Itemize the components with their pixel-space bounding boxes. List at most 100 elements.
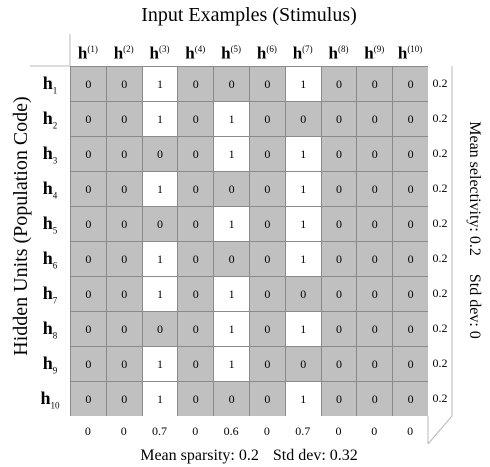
row-header-symbol: h [43, 73, 53, 93]
matrix-cell: 0 [392, 346, 428, 381]
column-header-symbol: h [78, 44, 87, 63]
matrix-cell: 0 [70, 276, 106, 311]
matrix-cell: 0 [177, 381, 213, 416]
matrix-cell: 0 [392, 276, 428, 311]
column-header-symbol: h [221, 44, 230, 63]
column-header-symbol: h [398, 44, 407, 63]
row-selectivity-value: 0.2 [428, 276, 452, 311]
row-header-symbol: h [43, 178, 53, 198]
column-sparsity-value: 0 [356, 418, 392, 444]
column-header: h(7) [285, 34, 321, 66]
matrix-cell: 0 [106, 241, 142, 276]
column-header-index: (4) [195, 44, 206, 54]
row-header: h4 [30, 171, 70, 206]
column-sparsity-value: 0 [249, 418, 285, 444]
matrix-cell: 0 [392, 171, 428, 206]
column-sparsity-value: 0 [70, 418, 106, 444]
matrix-cell: 1 [213, 101, 249, 136]
matrix-cell: 0 [356, 66, 392, 101]
matrix-cell: 0 [285, 101, 321, 136]
matrix-cell: 1 [142, 241, 178, 276]
row-header-index: 8 [53, 331, 58, 341]
column-header-index: (7) [302, 44, 313, 54]
row-header: h5 [30, 206, 70, 241]
matrix-cell: 0 [321, 101, 357, 136]
column-header-symbol: h [293, 44, 302, 63]
matrix-cell: 0 [392, 136, 428, 171]
row-header-index: 10 [51, 401, 60, 411]
matrix-cell: 1 [213, 206, 249, 241]
row-selectivity-value: 0.2 [428, 346, 452, 381]
matrix-cell: 1 [285, 311, 321, 346]
matrix-cell: 0 [392, 101, 428, 136]
matrix-cell: 0 [356, 346, 392, 381]
matrix-cell: 0 [177, 311, 213, 346]
matrix-cell: 0 [106, 66, 142, 101]
matrix-cell: 0 [70, 206, 106, 241]
matrix-cell: 0 [356, 276, 392, 311]
matrix-cell: 0 [249, 276, 285, 311]
matrix-cell: 0 [177, 206, 213, 241]
matrix-cell: 0 [70, 136, 106, 171]
matrix-cell: 0 [285, 276, 321, 311]
column-header: h(8) [321, 34, 357, 66]
row-header-index: 2 [53, 121, 58, 131]
row-selectivity-value: 0.2 [428, 381, 452, 416]
column-header-index: (1) [87, 44, 98, 54]
matrix-cell: 0 [356, 206, 392, 241]
row-header-index: 4 [53, 191, 58, 201]
matrix-cell: 0 [70, 171, 106, 206]
matrix-cell: 0 [249, 101, 285, 136]
matrix-cell: 0 [106, 276, 142, 311]
matrix-cell: 0 [142, 206, 178, 241]
column-header-symbol: h [364, 44, 373, 63]
matrix-cell: 0 [321, 346, 357, 381]
row-header: h3 [30, 136, 70, 171]
matrix-cell: 0 [321, 381, 357, 416]
matrix-cell: 1 [213, 346, 249, 381]
column-header-index: (3) [159, 44, 170, 54]
column-header-symbol: h [114, 44, 123, 63]
matrix-cell: 1 [285, 136, 321, 171]
column-header: h(1) [70, 34, 106, 66]
column-header-index: (2) [123, 44, 134, 54]
matrix-cell: 0 [249, 241, 285, 276]
matrix-cell: 0 [106, 381, 142, 416]
matrix-cell: 1 [285, 66, 321, 101]
matrix-cell: 0 [249, 171, 285, 206]
column-sparsity-value: 0 [106, 418, 142, 444]
row-header-symbol: h [43, 353, 53, 373]
column-header-symbol: h [329, 44, 338, 63]
row-header-symbol: h [40, 388, 50, 408]
column-sparsity-value: 0 [177, 418, 213, 444]
matrix-cell: 1 [142, 381, 178, 416]
matrix-cell: 0 [249, 346, 285, 381]
matrix-cell: 1 [142, 171, 178, 206]
row-header: h1 [30, 66, 70, 101]
row-header-index: 7 [53, 296, 58, 306]
column-header: h(10) [392, 34, 428, 66]
column-header-index: (10) [407, 44, 422, 54]
matrix-cell: 0 [70, 101, 106, 136]
matrix-cell: 0 [177, 241, 213, 276]
row-selectivity-value: 0.2 [428, 311, 452, 346]
matrix-cell: 0 [356, 171, 392, 206]
row-header-index: 1 [53, 86, 58, 96]
matrix-cell: 1 [285, 381, 321, 416]
row-header-symbol: h [43, 108, 53, 128]
column-header-index: (9) [374, 44, 385, 54]
matrix-cell: 0 [106, 206, 142, 241]
matrix-cell: 0 [70, 241, 106, 276]
matrix-cell: 0 [356, 136, 392, 171]
matrix-cell: 1 [142, 346, 178, 381]
matrix-cell: 0 [70, 311, 106, 346]
matrix-cell: 0 [392, 241, 428, 276]
column-header-index: (8) [338, 44, 349, 54]
matrix-cell: 0 [106, 136, 142, 171]
row-selectivity-value: 0.2 [428, 206, 452, 241]
matrix-cell: 0 [70, 66, 106, 101]
matrix-cell: 0 [321, 241, 357, 276]
row-header: h6 [30, 241, 70, 276]
matrix-cell: 0 [356, 381, 392, 416]
matrix-cell: 0 [213, 66, 249, 101]
